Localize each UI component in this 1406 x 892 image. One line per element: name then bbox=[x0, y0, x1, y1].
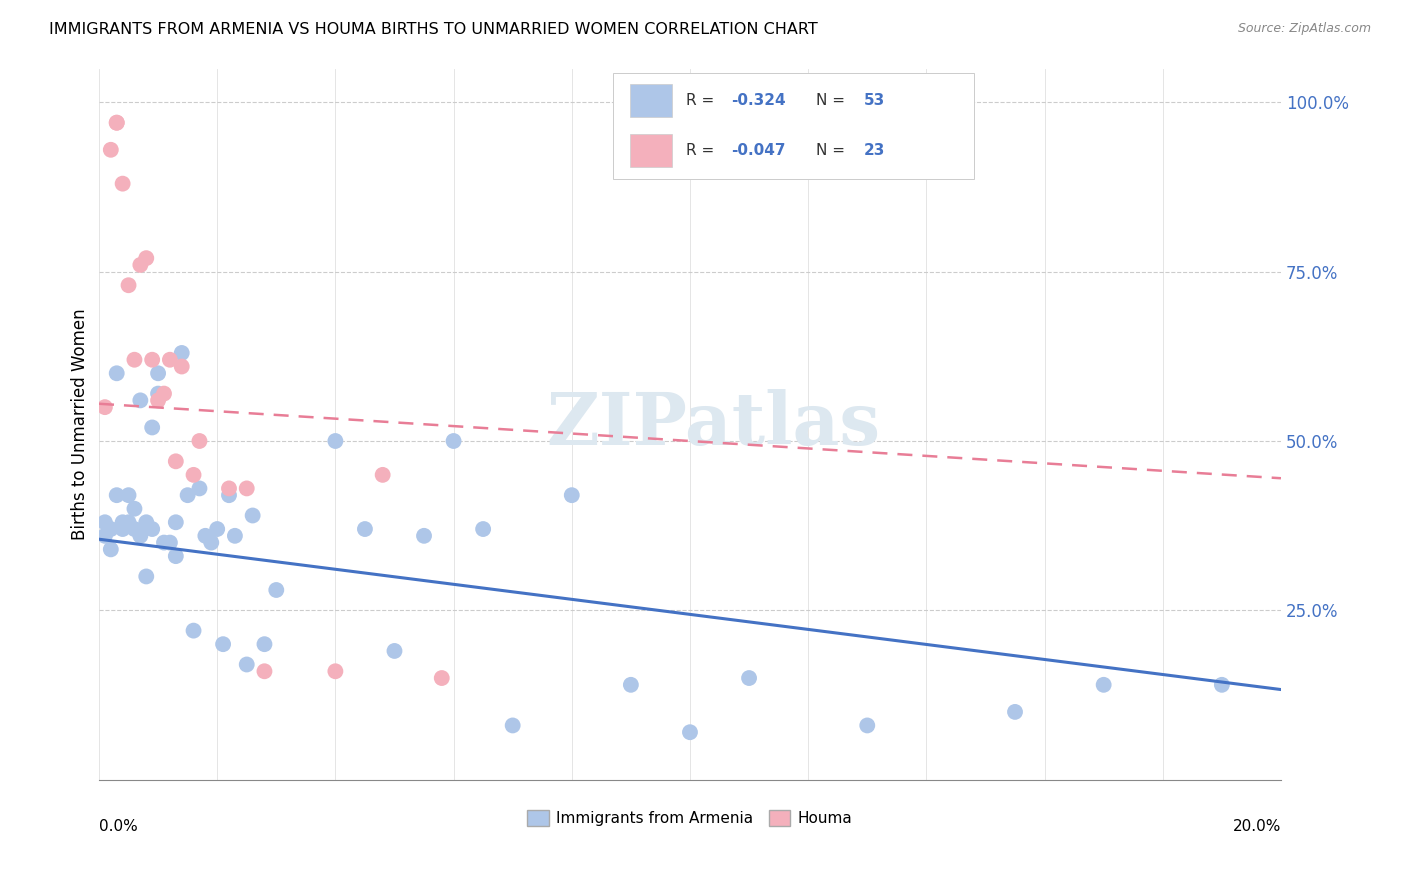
Text: 20.0%: 20.0% bbox=[1233, 819, 1281, 834]
Point bbox=[188, 482, 211, 496]
Point bbox=[165, 516, 187, 530]
Point bbox=[135, 251, 157, 265]
Point bbox=[205, 522, 228, 536]
Point bbox=[443, 434, 465, 448]
Point bbox=[194, 529, 217, 543]
Point bbox=[502, 718, 524, 732]
Point bbox=[129, 258, 152, 272]
Point bbox=[183, 467, 205, 482]
Text: Source: ZipAtlas.com: Source: ZipAtlas.com bbox=[1237, 22, 1371, 36]
Text: 0.0%: 0.0% bbox=[98, 819, 138, 834]
Bar bbox=[630, 84, 672, 117]
Point bbox=[146, 366, 169, 380]
Point bbox=[105, 116, 128, 130]
Legend: Immigrants from Armenia, Houma: Immigrants from Armenia, Houma bbox=[522, 805, 859, 832]
Point bbox=[159, 535, 181, 549]
Point bbox=[129, 529, 152, 543]
Point bbox=[100, 143, 122, 157]
Point bbox=[170, 346, 193, 360]
Point bbox=[153, 386, 176, 401]
Point bbox=[100, 522, 122, 536]
FancyBboxPatch shape bbox=[613, 73, 973, 178]
Point bbox=[200, 535, 222, 549]
Text: ZIPatlas: ZIPatlas bbox=[547, 389, 880, 459]
Point bbox=[117, 516, 139, 530]
Point bbox=[146, 386, 169, 401]
Point bbox=[1092, 678, 1115, 692]
Point bbox=[430, 671, 453, 685]
Point bbox=[135, 516, 157, 530]
Point bbox=[354, 522, 377, 536]
Point bbox=[472, 522, 495, 536]
Point bbox=[384, 644, 406, 658]
Point bbox=[117, 278, 139, 293]
Point bbox=[94, 529, 117, 543]
Point bbox=[111, 177, 134, 191]
Point bbox=[141, 522, 163, 536]
Text: IMMIGRANTS FROM ARMENIA VS HOUMA BIRTHS TO UNMARRIED WOMEN CORRELATION CHART: IMMIGRANTS FROM ARMENIA VS HOUMA BIRTHS … bbox=[49, 22, 818, 37]
Point bbox=[856, 718, 879, 732]
Point bbox=[266, 582, 288, 597]
Point bbox=[188, 434, 211, 448]
Point bbox=[170, 359, 193, 374]
Point bbox=[105, 366, 128, 380]
Point bbox=[135, 569, 157, 583]
Text: 53: 53 bbox=[863, 93, 884, 108]
Point bbox=[253, 637, 276, 651]
Point bbox=[159, 352, 181, 367]
Y-axis label: Births to Unmarried Women: Births to Unmarried Women bbox=[72, 309, 89, 540]
Text: N =: N = bbox=[817, 143, 851, 158]
Point bbox=[146, 393, 169, 408]
Point bbox=[141, 352, 163, 367]
Point bbox=[124, 352, 146, 367]
Text: 23: 23 bbox=[863, 143, 886, 158]
Point bbox=[124, 522, 146, 536]
Point bbox=[325, 434, 347, 448]
Point bbox=[105, 488, 128, 502]
Point bbox=[218, 488, 240, 502]
Point bbox=[165, 549, 187, 563]
Point bbox=[141, 420, 163, 434]
Text: N =: N = bbox=[817, 93, 851, 108]
Point bbox=[105, 116, 128, 130]
Point bbox=[94, 516, 117, 530]
Text: R =: R = bbox=[686, 93, 720, 108]
Point bbox=[94, 400, 117, 414]
Point bbox=[738, 671, 761, 685]
Point bbox=[620, 678, 643, 692]
Point bbox=[100, 542, 122, 557]
Point bbox=[176, 488, 198, 502]
Text: -0.047: -0.047 bbox=[731, 143, 786, 158]
Point bbox=[153, 535, 176, 549]
Point bbox=[235, 657, 257, 672]
Point bbox=[253, 665, 276, 679]
Point bbox=[117, 488, 139, 502]
Point bbox=[371, 467, 394, 482]
Point bbox=[129, 393, 152, 408]
Point bbox=[218, 482, 240, 496]
Text: R =: R = bbox=[686, 143, 720, 158]
Point bbox=[212, 637, 235, 651]
Text: -0.324: -0.324 bbox=[731, 93, 786, 108]
Point bbox=[224, 529, 246, 543]
Point bbox=[124, 501, 146, 516]
Point bbox=[235, 482, 257, 496]
Point bbox=[165, 454, 187, 468]
Point bbox=[325, 665, 347, 679]
Point bbox=[111, 522, 134, 536]
Point bbox=[413, 529, 436, 543]
Point bbox=[1211, 678, 1233, 692]
Point bbox=[561, 488, 583, 502]
Point bbox=[679, 725, 702, 739]
Point bbox=[242, 508, 264, 523]
Point bbox=[183, 624, 205, 638]
Point bbox=[111, 516, 134, 530]
Point bbox=[1004, 705, 1026, 719]
Bar bbox=[630, 134, 672, 167]
